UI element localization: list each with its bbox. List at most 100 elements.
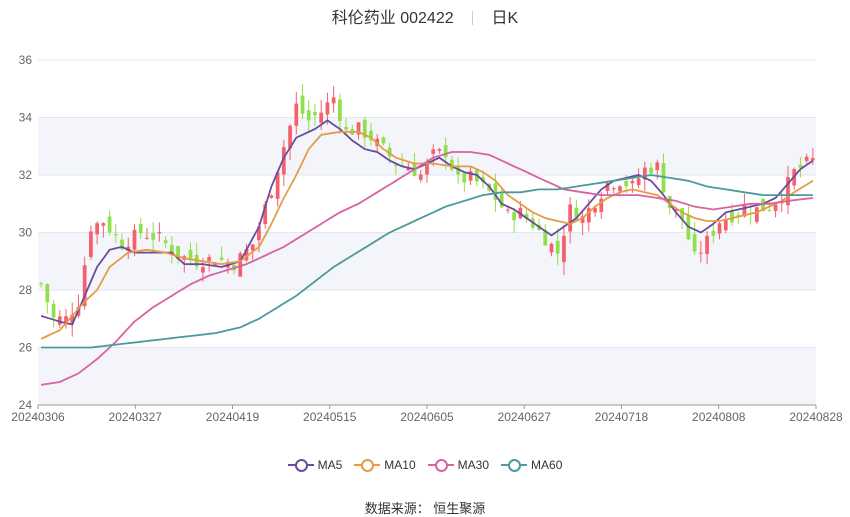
candle-body (580, 216, 585, 223)
candle-body (288, 125, 292, 149)
legend-swatch (287, 458, 314, 472)
candle-body (169, 245, 174, 254)
candle-body (57, 316, 62, 325)
legend-item-ma60[interactable]: MA60 (501, 458, 562, 472)
candle-body (406, 167, 411, 171)
candle-body (394, 164, 398, 166)
candle-body (711, 230, 716, 236)
candle-body (599, 198, 604, 213)
ma60-line (41, 174, 813, 349)
candle-body (300, 95, 305, 114)
candle-body (742, 204, 747, 217)
title-separator (472, 11, 474, 25)
candle-body (574, 207, 579, 221)
candle-body (145, 237, 149, 239)
x-tick-label: 20240828 (789, 410, 843, 424)
candle-body (499, 193, 504, 208)
candle-body (281, 147, 286, 175)
candle-body (163, 240, 168, 244)
candle-body (238, 253, 243, 277)
candle-body (51, 303, 56, 318)
candle-body (188, 249, 193, 260)
candle-body (132, 229, 137, 250)
candle-body (593, 207, 597, 213)
candle-body (369, 130, 373, 141)
candle-body (804, 156, 809, 161)
y-tick-label: 26 (19, 341, 33, 355)
legend-swatch (501, 458, 528, 472)
candle-body (493, 183, 498, 200)
legend-item-ma10[interactable]: MA10 (354, 458, 416, 472)
candle-body (655, 162, 660, 171)
candle-body (269, 195, 274, 198)
legend-item-ma30[interactable]: MA30 (427, 458, 490, 472)
plot-band (38, 232, 816, 290)
candle-body (692, 234, 697, 252)
legend-item-ma5[interactable]: MA5 (287, 458, 343, 472)
x-axis: 20240306 20240327 20240419 20240515 20240605… (11, 404, 843, 424)
candle-body (456, 167, 460, 175)
candle-body (120, 239, 124, 250)
plot-band (38, 347, 816, 405)
candle-body (101, 223, 106, 226)
x-tick-label: 20240627 (498, 410, 552, 424)
candle-body (680, 208, 685, 219)
candle-body (512, 212, 517, 221)
y-tick-label: 30 (19, 226, 33, 240)
legend-label: MA60 (531, 458, 563, 472)
candle-body (773, 204, 778, 212)
candle-body (45, 284, 50, 303)
ma10-line (40, 131, 814, 340)
ma30-line (40, 151, 814, 386)
candle-body (811, 158, 815, 161)
candle-body (107, 216, 112, 233)
candle-body (568, 204, 573, 232)
x-tick-label: 20240718 (595, 410, 649, 424)
candle-body (767, 209, 772, 211)
candle-body (387, 147, 392, 157)
candle-body (70, 314, 75, 325)
y-axis: 24 26 28 30 32 34 36 (19, 53, 33, 412)
candle-body (636, 178, 641, 186)
candle-body (425, 161, 429, 175)
candle-body (331, 97, 336, 104)
candle-body (176, 245, 180, 259)
candle-body (337, 99, 342, 122)
candle-body (356, 122, 361, 135)
candle-body (443, 145, 448, 158)
candle-body (649, 167, 653, 174)
legend-swatch (427, 458, 454, 472)
candle-body (39, 283, 43, 285)
candle-body (667, 195, 672, 209)
candle-body (126, 246, 131, 251)
candle-body (450, 159, 454, 170)
candle-body (319, 112, 324, 123)
candle-body (89, 231, 93, 257)
x-tick-label: 20240515 (303, 410, 357, 424)
candle-body (543, 230, 548, 246)
candle-body (798, 164, 803, 168)
candle-body (325, 102, 330, 115)
legend: MA5 MA10 MA30 MA60 (0, 458, 850, 475)
candle-body (313, 111, 317, 116)
legend-label: MA5 (317, 458, 343, 472)
candle-body (207, 257, 212, 261)
candle-body (524, 213, 529, 219)
data-source: 数据来源： 恒生聚源 (364, 501, 486, 516)
candle-body (306, 110, 311, 121)
candle-body (549, 243, 554, 253)
candle-body (64, 316, 68, 323)
candle-body (605, 183, 610, 191)
y-tick-label: 36 (19, 53, 33, 67)
chart-title: 科伦药业 002422 日K (0, 4, 850, 28)
candle-body (736, 214, 741, 216)
candle-body (642, 167, 647, 180)
period-label[interactable]: 日K (491, 10, 519, 27)
legend-label: MA30 (457, 458, 490, 472)
candle-body (294, 103, 299, 126)
candle-body (674, 209, 678, 212)
candle-body (705, 235, 709, 255)
candle-body (586, 208, 591, 223)
candle-body (755, 207, 759, 222)
candle-body (157, 232, 162, 234)
